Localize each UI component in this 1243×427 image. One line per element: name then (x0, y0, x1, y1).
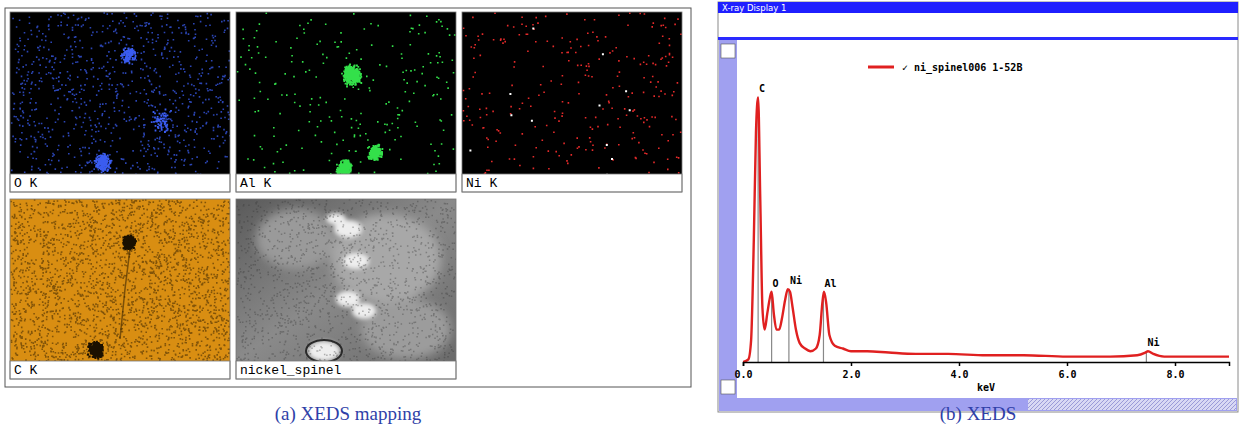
map-image (10, 199, 230, 361)
legend-label: ✓ ni_spinel006 1-52B (902, 62, 1022, 74)
tick-mark (851, 362, 853, 366)
tick-label: 2.0 (842, 369, 860, 380)
scroll-track (1028, 399, 1236, 410)
toolbar-line (718, 37, 1238, 40)
tile-border (236, 12, 456, 192)
tick: 2.0 (842, 362, 860, 380)
tick-label: 8.0 (1166, 369, 1184, 380)
map-background (462, 12, 682, 174)
x-axis: 0.0 2.0 4.0 6.0 8.0 (734, 362, 1229, 380)
particle (326, 213, 346, 225)
label-strip (10, 174, 230, 192)
tick-label: 6.0 (1058, 369, 1076, 380)
panel-frame (5, 8, 691, 387)
peak-label: Ni (1147, 337, 1159, 348)
map-image (236, 199, 456, 361)
label-strip (236, 174, 456, 192)
tick-label: 4.0 (950, 369, 968, 380)
peak-label: Ni (790, 275, 802, 286)
caption: (a) XEDS mapping (275, 403, 422, 425)
tile-label: C K (14, 363, 38, 378)
side-bar-button (721, 44, 735, 58)
map-noise (10, 199, 230, 361)
tick: 0.0 (734, 362, 752, 380)
tick: 8.0 (1166, 362, 1184, 380)
label-strip (236, 361, 456, 379)
peak-marker (788, 289, 789, 362)
peak-label: C (759, 83, 765, 94)
peak-markers (758, 97, 1146, 362)
tick-label: 0.0 (734, 369, 752, 380)
side-bar-button (721, 380, 735, 394)
map-tile: Al K (236, 12, 458, 192)
tile-border (462, 12, 682, 192)
x-axis-title: keV (977, 382, 995, 393)
plot-area (743, 97, 1229, 362)
tile-border (10, 12, 230, 192)
side-bar (719, 40, 737, 411)
tile-border (236, 199, 456, 379)
map-cluster (120, 47, 136, 64)
tick-mark (959, 362, 961, 366)
map-cluster (94, 153, 112, 173)
map-image (10, 12, 230, 174)
map-image (462, 12, 682, 174)
map-streak (120, 249, 130, 339)
map-tile: O K (10, 12, 232, 192)
label-strip (10, 361, 230, 379)
peak-label: O (773, 278, 779, 289)
map-noise (11, 12, 230, 174)
tick-mark (743, 362, 745, 366)
map-tile: C K (10, 199, 232, 379)
tick: 4.0 (950, 362, 968, 380)
peak-label: Al (824, 278, 836, 289)
map-image (236, 12, 456, 174)
caption: (b) XEDS (940, 403, 1017, 425)
tile-label: Al K (240, 176, 271, 191)
axis-line (744, 363, 1230, 367)
tick-mark (1175, 362, 1177, 366)
tile-label: nickel_spinel (240, 363, 342, 378)
map-noise (237, 12, 456, 174)
map-cluster (341, 64, 362, 88)
tile-label: Ni K (466, 176, 497, 191)
tile-label: O K (14, 176, 38, 191)
map-tile: nickel_spinel (236, 199, 457, 379)
map-noise (463, 12, 682, 174)
window-frame (718, 2, 1238, 412)
map-background (10, 12, 230, 174)
map-highlight (469, 27, 630, 174)
map-cluster (122, 235, 137, 251)
map-cluster (87, 341, 104, 360)
tick-mark (1067, 362, 1069, 366)
window-title: X-ray Display 1 (722, 3, 786, 13)
label-strip (462, 174, 682, 192)
particle-rim (306, 340, 342, 361)
particle (343, 253, 369, 269)
spectrum-line (743, 97, 1229, 362)
map-cluster (336, 159, 353, 174)
map-background (236, 12, 456, 174)
window-titlebar (718, 2, 1238, 13)
map-noise (236, 199, 456, 361)
map-cluster (151, 109, 172, 133)
figure: O K Al K Ni K C K nickel_spinel X-ray Display… (0, 0, 1243, 427)
tile-border (10, 199, 230, 379)
legend-swatch (868, 66, 894, 69)
map-cluster (367, 144, 383, 161)
tick: 6.0 (1058, 362, 1076, 380)
map-tile: Ni K (462, 12, 682, 192)
